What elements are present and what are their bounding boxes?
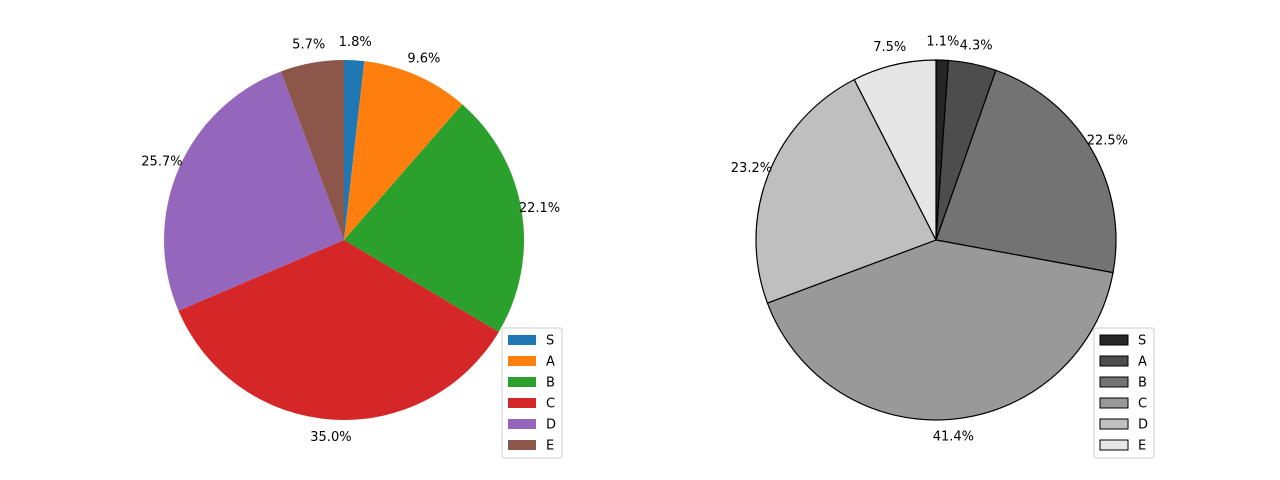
wedge-label: 41.4% — [933, 430, 974, 445]
legend-swatch — [508, 419, 536, 429]
wedge-label: 23.2% — [731, 161, 772, 176]
pie-wedge — [755, 78, 937, 304]
pie-wedge — [163, 71, 344, 311]
legend-label: B — [1138, 376, 1147, 391]
wedge-label: 1.8% — [339, 35, 372, 50]
wedge-label: 9.6% — [407, 51, 440, 66]
legend-label: B — [546, 376, 555, 391]
legend-swatch — [1099, 418, 1129, 430]
legend-label: E — [1138, 439, 1146, 454]
wedge-label: 25.7% — [141, 155, 182, 170]
wedge-label: 4.3% — [960, 39, 993, 54]
pie-wedge — [935, 69, 1117, 274]
legend-label: D — [546, 418, 556, 433]
legend-swatch — [508, 398, 536, 408]
legend-swatch — [1099, 439, 1129, 451]
wedge-label: 7.5% — [873, 40, 906, 55]
legend-swatch — [508, 356, 536, 366]
legend-label: S — [546, 334, 554, 349]
pie-wedge — [766, 239, 1114, 421]
legend-swatch — [508, 377, 536, 387]
wedge-label: 22.5% — [1087, 133, 1128, 148]
legend-label: A — [546, 355, 555, 370]
pie-wedge — [178, 240, 499, 421]
legend-swatch — [1099, 355, 1129, 367]
legend-label: E — [546, 439, 554, 454]
wedge-label: 22.1% — [519, 201, 560, 216]
legend-label: D — [1138, 418, 1148, 433]
legend-swatch — [1099, 397, 1129, 409]
legend-label: A — [1138, 355, 1147, 370]
pie-wedge — [853, 59, 937, 241]
pie-wedge — [344, 61, 463, 240]
legend-swatch — [508, 440, 536, 450]
pie-wedge — [280, 60, 344, 240]
legend-swatch — [508, 335, 536, 345]
wedge-label: 5.7% — [292, 38, 325, 53]
legend-swatch — [1099, 334, 1129, 346]
legend-swatch — [1099, 376, 1129, 388]
legend-label: C — [546, 397, 555, 412]
legend-label: S — [1138, 334, 1146, 349]
wedge-label: 35.0% — [310, 430, 351, 445]
pie-wedge — [344, 60, 365, 240]
legend-label: C — [1138, 397, 1147, 412]
wedge-label: 1.1% — [926, 35, 959, 50]
pie-wedge — [344, 104, 524, 332]
